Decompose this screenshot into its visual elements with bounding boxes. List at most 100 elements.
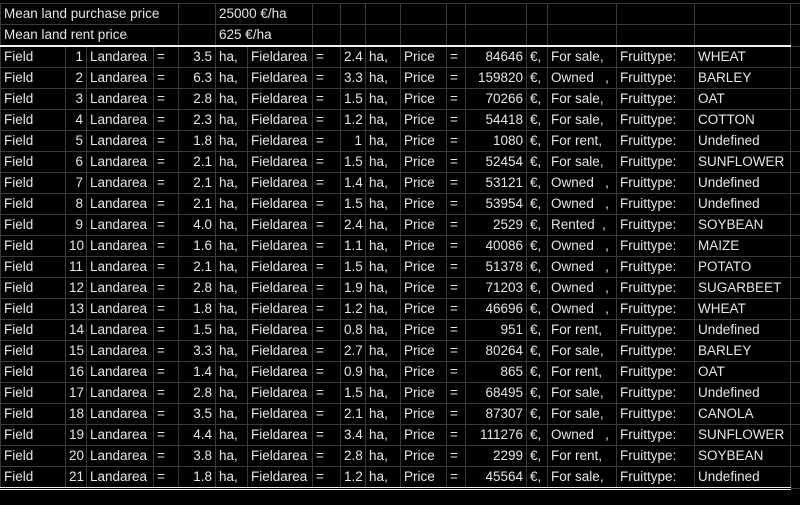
fruittype-value-cell[interactable]: SOYBEAN [694,214,792,236]
price-value-cell[interactable]: 54418 [465,109,528,131]
landarea-label-cell[interactable]: Landarea [86,193,154,215]
unit-cell[interactable]: ha, [215,403,249,425]
landarea-value-cell[interactable]: 1.8 [178,130,217,152]
equals-cell[interactable]: = [312,256,342,278]
equals-cell[interactable]: = [446,277,467,299]
unit-cell[interactable]: ha, [365,235,402,257]
landarea-label-cell[interactable]: Landarea [86,172,154,194]
fruittype-value-cell[interactable]: BARLEY [694,67,792,89]
equals-cell[interactable]: = [446,214,467,236]
price-label-cell[interactable]: Price [400,319,448,341]
status-cell[interactable]: For rent, [547,361,618,383]
unit-cell[interactable]: ha, [215,235,249,257]
landarea-value-cell[interactable]: 3.5 [178,403,217,425]
landarea-label-cell[interactable]: Landarea [86,277,154,299]
field-number-cell[interactable]: 21 [65,466,87,490]
equals-cell[interactable]: = [152,45,180,68]
fruittype-value-cell[interactable]: Undefined [694,193,792,215]
empty-cell[interactable] [616,24,696,47]
unit-cell[interactable]: ha, [215,45,249,68]
purchase-price-value[interactable]: 25000 €/ha [215,3,314,25]
fruittype-label-cell[interactable]: Fruittype: [616,172,696,194]
landarea-label-cell[interactable]: Landarea [86,151,154,173]
field-number-cell[interactable]: 19 [65,424,87,446]
price-value-cell[interactable]: 865 [465,361,528,383]
price-label-cell[interactable]: Price [400,361,448,383]
equals-cell[interactable]: = [152,172,180,194]
price-value-cell[interactable]: 87307 [465,403,528,425]
landarea-value-cell[interactable]: 3.3 [178,340,217,362]
field-number-cell[interactable]: 3 [65,88,87,110]
unit-cell[interactable]: ha, [215,445,249,467]
equals-cell[interactable]: = [312,151,342,173]
field-number-cell[interactable]: 13 [65,298,87,320]
landarea-value-cell[interactable]: 2.8 [178,88,217,110]
landarea-value-cell[interactable]: 1.8 [178,466,217,490]
fieldarea-label-cell[interactable]: Fieldarea [247,319,314,341]
fieldarea-label-cell[interactable]: Fieldarea [247,466,314,490]
unit-cell[interactable]: ha, [365,340,402,362]
fieldarea-label-cell[interactable]: Fieldarea [247,340,314,362]
fieldarea-label-cell[interactable]: Fieldarea [247,88,314,110]
fruittype-label-cell[interactable]: Fruittype: [616,445,696,467]
field-label-cell[interactable]: Field [0,319,66,341]
equals-cell[interactable]: = [312,298,342,320]
empty-cell[interactable] [526,24,549,47]
fruittype-value-cell[interactable]: CANOLA [694,403,792,425]
currency-cell[interactable]: €, [526,424,549,446]
fieldarea-value-cell[interactable]: 1.5 [340,151,367,173]
equals-cell[interactable]: = [152,235,180,257]
currency-cell[interactable]: €, [526,466,549,490]
status-cell[interactable]: Owned , [547,298,618,320]
currency-cell[interactable]: €, [526,193,549,215]
unit-cell[interactable]: ha, [215,67,249,89]
empty-cell[interactable] [547,3,618,25]
price-label-cell[interactable]: Price [400,277,448,299]
fieldarea-label-cell[interactable]: Fieldarea [247,130,314,152]
fruittype-label-cell[interactable]: Fruittype: [616,151,696,173]
equals-cell[interactable]: = [152,445,180,467]
equals-cell[interactable]: = [312,424,342,446]
fieldarea-label-cell[interactable]: Fieldarea [247,193,314,215]
empty-cell[interactable] [790,24,800,47]
equals-cell[interactable]: = [312,403,342,425]
fruittype-label-cell[interactable]: Fruittype: [616,340,696,362]
equals-cell[interactable]: = [312,214,342,236]
field-number-cell[interactable]: 18 [65,403,87,425]
landarea-label-cell[interactable]: Landarea [86,130,154,152]
fruittype-value-cell[interactable]: Undefined [694,172,792,194]
unit-cell[interactable]: ha, [215,277,249,299]
unit-cell[interactable]: ha, [365,172,402,194]
field-label-cell[interactable]: Field [0,151,66,173]
field-number-cell[interactable]: 2 [65,67,87,89]
currency-cell[interactable]: €, [526,298,549,320]
empty-cell[interactable] [790,3,800,25]
price-value-cell[interactable]: 52454 [465,151,528,173]
equals-cell[interactable]: = [446,382,467,404]
landarea-label-cell[interactable]: Landarea [86,109,154,131]
fieldarea-label-cell[interactable]: Fieldarea [247,361,314,383]
currency-cell[interactable]: €, [526,445,549,467]
field-label-cell[interactable]: Field [0,193,66,215]
unit-cell[interactable]: ha, [215,88,249,110]
fruittype-label-cell[interactable]: Fruittype: [616,277,696,299]
fruittype-label-cell[interactable]: Fruittype: [616,193,696,215]
unit-cell[interactable]: ha, [215,424,249,446]
price-label-cell[interactable]: Price [400,403,448,425]
equals-cell[interactable]: = [152,424,180,446]
equals-cell[interactable]: = [446,193,467,215]
unit-cell[interactable]: ha, [365,45,402,68]
equals-cell[interactable]: = [312,445,342,467]
status-cell[interactable]: Owned , [547,172,618,194]
empty-cell[interactable] [790,109,800,131]
unit-cell[interactable]: ha, [215,298,249,320]
fieldarea-value-cell[interactable]: 2.8 [340,445,367,467]
price-label-cell[interactable]: Price [400,445,448,467]
price-label-cell[interactable]: Price [400,214,448,236]
fruittype-value-cell[interactable]: BARLEY [694,340,792,362]
fieldarea-label-cell[interactable]: Fieldarea [247,151,314,173]
landarea-value-cell[interactable]: 2.1 [178,172,217,194]
currency-cell[interactable]: €, [526,109,549,131]
price-label-cell[interactable]: Price [400,45,448,68]
empty-cell[interactable] [547,24,618,47]
